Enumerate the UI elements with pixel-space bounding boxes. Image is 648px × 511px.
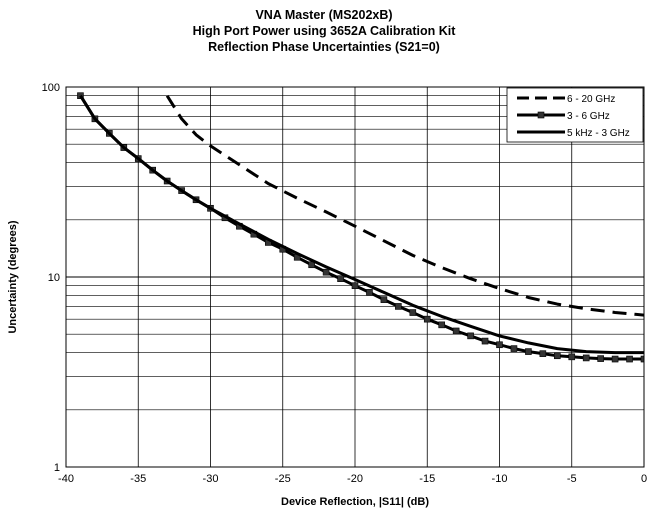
y-tick-label: 10 bbox=[48, 272, 60, 284]
series-line-0 bbox=[165, 94, 644, 317]
series-lines bbox=[77, 92, 644, 363]
chart-title: VNA Master (MS202xB) bbox=[255, 8, 393, 22]
x-tick-label: -40 bbox=[58, 473, 74, 485]
x-tick-label: -15 bbox=[419, 473, 435, 485]
data-point bbox=[366, 289, 373, 296]
data-point bbox=[409, 309, 417, 316]
data-point bbox=[582, 354, 590, 362]
data-point bbox=[77, 92, 84, 99]
data-point bbox=[351, 282, 359, 289]
data-point bbox=[597, 355, 604, 362]
chart-subtitle-1: High Port Power using 3652A Calibration … bbox=[192, 24, 456, 38]
data-point bbox=[423, 315, 431, 323]
data-point bbox=[395, 303, 402, 310]
data-point bbox=[438, 321, 446, 329]
data-point bbox=[380, 296, 388, 303]
data-point bbox=[481, 337, 489, 345]
data-point bbox=[496, 341, 503, 349]
grid-lines bbox=[65, 86, 645, 468]
data-point bbox=[525, 348, 532, 355]
series-line-2 bbox=[79, 94, 644, 355]
x-tick-label: -20 bbox=[347, 473, 363, 485]
x-tick-label: -5 bbox=[567, 473, 577, 485]
data-point bbox=[611, 355, 619, 363]
legend-label: 3 - 6 GHz bbox=[567, 111, 610, 122]
x-tick-label: 0 bbox=[641, 473, 647, 485]
data-point bbox=[467, 332, 474, 340]
y-tick-label: 1 bbox=[54, 462, 60, 474]
legend-label: 6 - 20 GHz bbox=[567, 94, 615, 105]
data-point bbox=[626, 355, 633, 363]
data-point bbox=[337, 275, 344, 282]
legend-label: 5 kHz - 3 GHz bbox=[567, 128, 630, 139]
chart-subtitle-2: Reflection Phase Uncertainties (S21=0) bbox=[208, 40, 440, 54]
legend: 6 - 20 GHz 3 - 6 GHz 5 kHz - 3 GHz bbox=[506, 87, 644, 143]
data-point bbox=[640, 355, 644, 363]
y-axis-label: Uncertainty (degrees) bbox=[7, 220, 19, 333]
x-axis-label: Device Reflection, |S11| (dB) bbox=[281, 496, 429, 508]
x-tick-label: -30 bbox=[203, 473, 219, 485]
x-tick-label: -10 bbox=[492, 473, 508, 485]
x-tick-label: -35 bbox=[130, 473, 146, 485]
legend-marker bbox=[537, 111, 545, 119]
tick-labels: -40 -35 -30 -25 -20 -15 -10 -5 0 1 10 100 bbox=[42, 82, 647, 485]
x-tick-label: -25 bbox=[275, 473, 291, 485]
plot-frame bbox=[65, 86, 645, 468]
data-point bbox=[568, 353, 576, 361]
data-point bbox=[510, 345, 518, 352]
data-point bbox=[553, 352, 561, 360]
data-point bbox=[539, 350, 547, 357]
data-point bbox=[452, 327, 460, 335]
y-tick-label: 100 bbox=[42, 82, 60, 94]
data-point bbox=[322, 268, 330, 276]
